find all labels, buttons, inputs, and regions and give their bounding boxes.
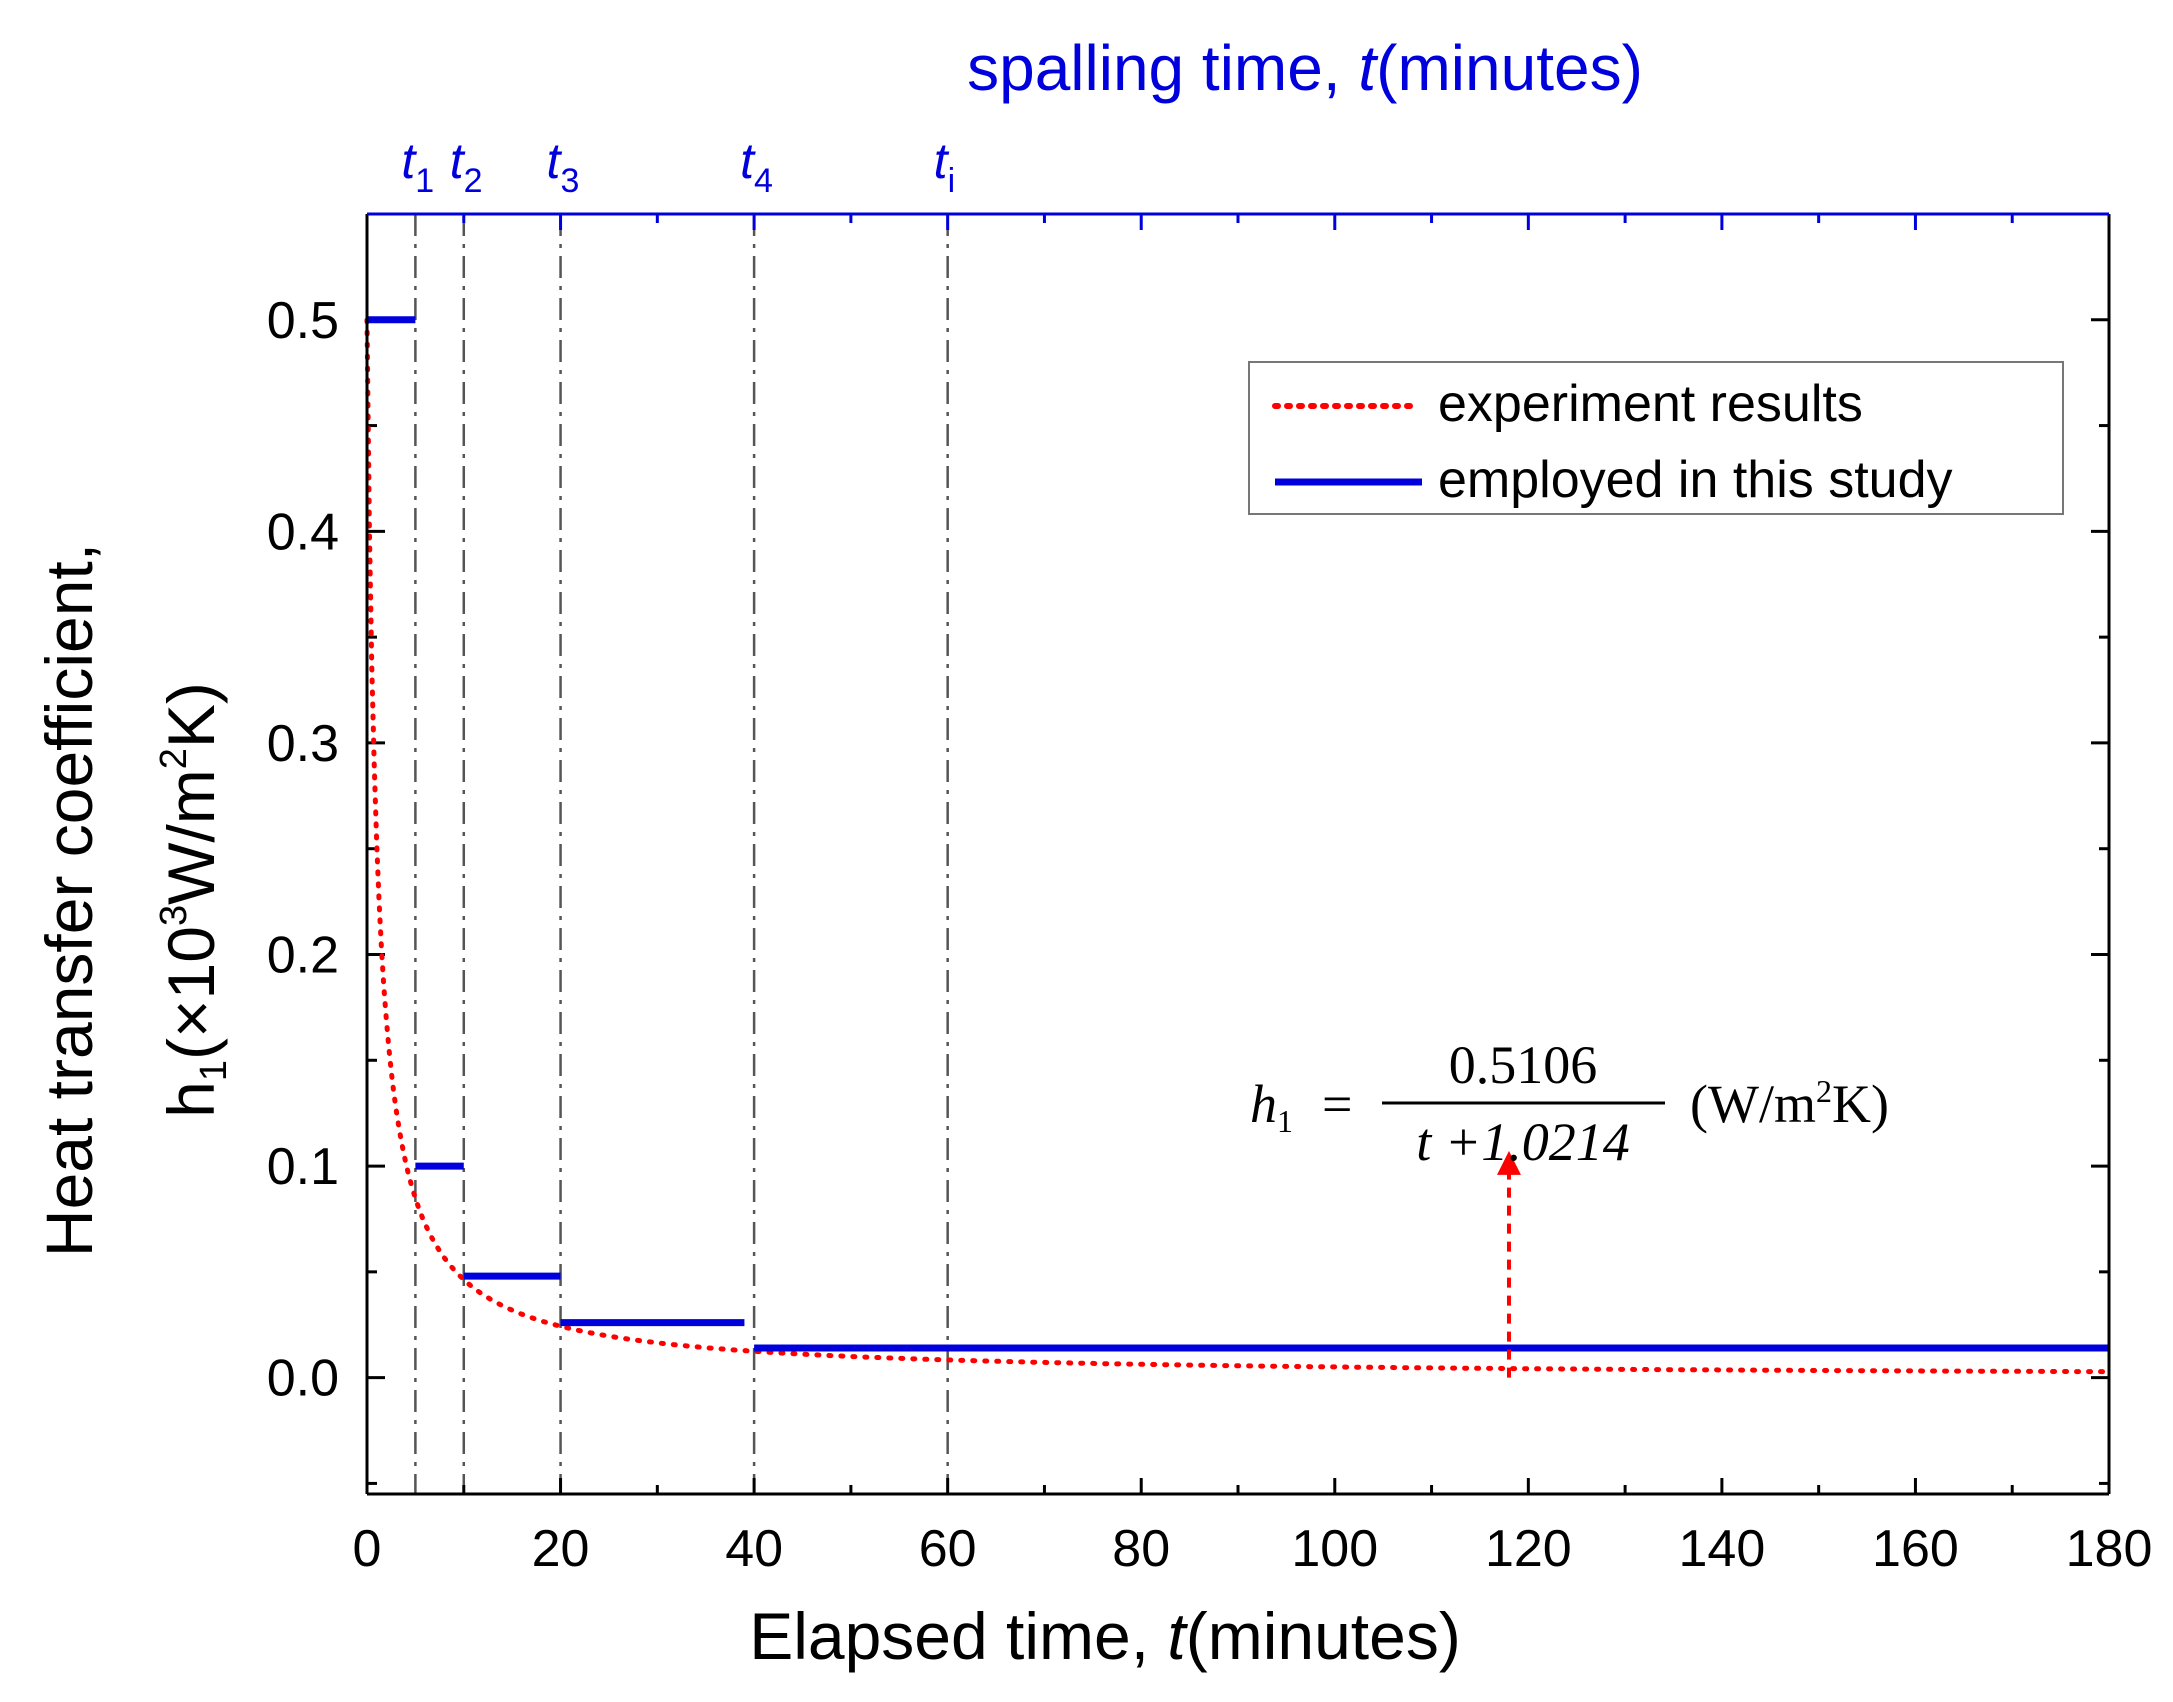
x-axis-title: Elapsed time, t(minutes) (749, 1599, 1461, 1673)
equation-denominator: t +1.0214 (1416, 1112, 1629, 1172)
equation-equals: = (1322, 1074, 1352, 1134)
legend-label-employed: employed in this study (1438, 451, 1953, 509)
x-tick-label: 180 (2066, 1520, 2153, 1578)
series-experiment-results (364, 317, 2112, 1375)
y-tick-label: 0.3 (267, 715, 339, 773)
spalling-marker-label: t3 (547, 133, 580, 200)
x-tick-label: 100 (1291, 1520, 1378, 1578)
y-tick-label: 0.5 (267, 292, 339, 350)
series-employed-in-this-study (367, 316, 2109, 1352)
y-axis-ticks: 0.0 0.1 0.2 0.3 0.4 0.5 (267, 292, 2109, 1485)
y-axis-title-line2: h1(×103W/m2K) (153, 682, 235, 1118)
x-axis-ticks: 0 20 40 60 80 100 120 140 160 180 (353, 214, 2153, 1578)
experiment-curve (364, 317, 2112, 1375)
x-tick-label: 40 (725, 1520, 783, 1578)
y-tick-label: 0.0 (267, 1350, 339, 1408)
x-tick-label: 60 (919, 1520, 977, 1578)
x-tick-label: 140 (1679, 1520, 1766, 1578)
legend: experiment results employed in this stud… (1248, 361, 2064, 515)
y-tick-label: 0.4 (267, 503, 339, 561)
top-axis-title: spalling time, t(minutes) (967, 32, 1643, 104)
y-tick-label: 0.2 (267, 926, 339, 984)
x-tick-label: 120 (1485, 1520, 1572, 1578)
x-tick-label: 20 (532, 1520, 590, 1578)
spalling-marker-label: ti (934, 133, 955, 200)
equation-unit: (W/m2K) (1690, 1073, 1889, 1134)
y-axis-title-line1: Heat transfer coefficient, (32, 543, 106, 1257)
equation: h1 = 0.5106 t +1.0214 (W/m2K) (1250, 1035, 1889, 1172)
spalling-marker-labels: t1 t2 t3 t4 ti (401, 133, 955, 200)
y-axis-title: Heat transfer coefficient, h1(×103W/m2K) (32, 543, 235, 1257)
spalling-marker-label: t4 (740, 133, 773, 200)
equation-lhs: h1 (1250, 1074, 1293, 1139)
x-tick-label: 160 (1872, 1520, 1959, 1578)
x-tick-label: 0 (353, 1520, 382, 1578)
equation-numerator: 0.5106 (1449, 1035, 1598, 1095)
legend-label-experiment: experiment results (1438, 375, 1863, 433)
x-tick-label: 80 (1112, 1520, 1170, 1578)
spalling-marker-lines (414, 214, 949, 1494)
legend-box (1248, 361, 2064, 515)
y-tick-label: 0.1 (267, 1138, 339, 1196)
spalling-marker-label: t2 (450, 133, 483, 200)
spalling-marker-label: t1 (401, 133, 434, 200)
